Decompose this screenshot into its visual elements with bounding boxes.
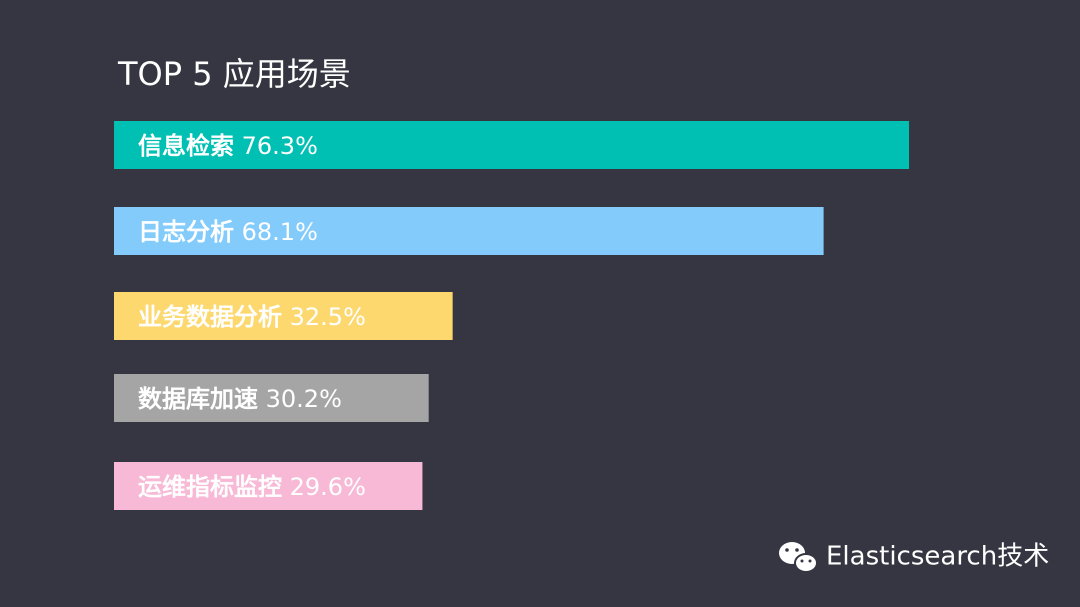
category-label: 信息检索 <box>138 132 234 160</box>
bar <box>114 207 824 255</box>
category-label: 业务数据分析 <box>138 303 282 331</box>
value-label: 68.1% <box>242 218 318 246</box>
category-label: 运维指标监控 <box>138 473 282 501</box>
watermark: Elasticsearch技术 <box>826 542 1049 572</box>
bar <box>114 292 453 340</box>
value-label: 32.5% <box>290 303 366 331</box>
bar-label: 运维指标监控 29.6% <box>138 473 366 501</box>
value-label: 29.6% <box>290 473 366 501</box>
bar-label: 数据库加速 30.2% <box>138 385 342 413</box>
chart-title: TOP 5 应用场景 <box>117 55 351 93</box>
bar-label: 业务数据分析 32.5% <box>138 303 366 331</box>
watermark-icon <box>779 542 818 573</box>
value-label: 30.2% <box>266 385 342 413</box>
bar-label: 信息检索 76.3% <box>138 132 318 160</box>
value-label: 76.3% <box>242 132 318 160</box>
bar <box>114 462 423 510</box>
bar <box>114 374 429 422</box>
category-label: 日志分析 <box>138 218 234 246</box>
bar <box>114 121 910 169</box>
category-label: 数据库加速 <box>138 385 258 413</box>
bar-label: 日志分析 68.1% <box>138 218 318 246</box>
